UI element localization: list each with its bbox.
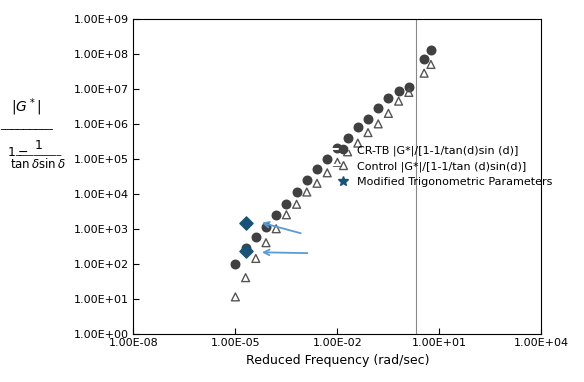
Point <box>241 248 251 254</box>
Text: ─────────: ───────── <box>0 125 53 135</box>
Control |G*|/[1-1/tan (d)sin(d)] <box>241 275 251 281</box>
Control |G*|/[1-1/tan (d)sin(d)] <box>374 121 383 127</box>
CR-TB |G*|/[1-1/tan(d)sin (d)] <box>281 201 291 207</box>
Control |G*|/[1-1/tan (d)sin(d)] <box>363 129 373 136</box>
Control |G*|/[1-1/tan (d)sin(d)] <box>343 149 352 155</box>
CR-TB |G*|/[1-1/tan(d)sin (d)] <box>363 116 373 122</box>
Control |G*|/[1-1/tan (d)sin(d)] <box>292 201 301 207</box>
CR-TB |G*|/[1-1/tan(d)sin (d)] <box>384 95 393 101</box>
CR-TB |G*|/[1-1/tan(d)sin (d)] <box>251 235 260 241</box>
Point <box>241 220 251 227</box>
CR-TB |G*|/[1-1/tan(d)sin (d)] <box>374 105 383 111</box>
Control |G*|/[1-1/tan (d)sin(d)] <box>231 294 240 300</box>
Control |G*|/[1-1/tan (d)sin(d)] <box>261 240 270 246</box>
CR-TB |G*|/[1-1/tan(d)sin (d)] <box>302 177 311 183</box>
Control |G*|/[1-1/tan (d)sin(d)] <box>384 110 393 117</box>
CR-TB |G*|/[1-1/tan(d)sin (d)] <box>343 135 352 141</box>
CR-TB |G*|/[1-1/tan(d)sin (d)] <box>261 224 270 230</box>
Text: $1$: $1$ <box>34 139 42 152</box>
Control |G*|/[1-1/tan (d)sin(d)] <box>322 170 332 176</box>
Control |G*|/[1-1/tan (d)sin(d)] <box>312 180 322 186</box>
Control |G*|/[1-1/tan (d)sin(d)] <box>419 70 429 76</box>
CR-TB |G*|/[1-1/tan(d)sin (d)] <box>394 87 404 94</box>
CR-TB |G*|/[1-1/tan(d)sin (d)] <box>419 56 429 62</box>
Control |G*|/[1-1/tan (d)sin(d)] <box>302 189 311 195</box>
CR-TB |G*|/[1-1/tan(d)sin (d)] <box>231 261 240 267</box>
Control |G*|/[1-1/tan (d)sin(d)] <box>404 89 413 96</box>
CR-TB |G*|/[1-1/tan(d)sin (d)] <box>241 245 251 251</box>
CR-TB |G*|/[1-1/tan(d)sin (d)] <box>312 166 322 172</box>
Control |G*|/[1-1/tan (d)sin(d)] <box>281 212 291 218</box>
Control |G*|/[1-1/tan (d)sin(d)] <box>251 256 260 262</box>
CR-TB |G*|/[1-1/tan(d)sin (d)] <box>333 145 342 151</box>
CR-TB |G*|/[1-1/tan(d)sin (d)] <box>292 189 301 195</box>
Text: ──────────: ────────── <box>15 150 61 159</box>
CR-TB |G*|/[1-1/tan(d)sin (d)] <box>404 84 413 90</box>
Control |G*|/[1-1/tan (d)sin(d)] <box>333 159 342 165</box>
Text: $|G^*|$: $|G^*|$ <box>11 96 41 118</box>
Legend: CR-TB |G*|/[1-1/tan(d)sin (d)], Control |G*|/[1-1/tan (d)sin(d)], Modified Trigo: CR-TB |G*|/[1-1/tan(d)sin (d)], Control … <box>331 144 554 188</box>
Text: $1 -$: $1 -$ <box>7 146 28 159</box>
CR-TB |G*|/[1-1/tan(d)sin (d)] <box>353 124 363 130</box>
CR-TB |G*|/[1-1/tan(d)sin (d)] <box>322 156 332 162</box>
X-axis label: Reduced Frequency (rad/sec): Reduced Frequency (rad/sec) <box>246 354 429 367</box>
Control |G*|/[1-1/tan (d)sin(d)] <box>426 62 436 68</box>
Control |G*|/[1-1/tan (d)sin(d)] <box>272 226 281 232</box>
CR-TB |G*|/[1-1/tan(d)sin (d)] <box>272 212 281 218</box>
CR-TB |G*|/[1-1/tan(d)sin (d)] <box>426 47 436 53</box>
Control |G*|/[1-1/tan (d)sin(d)] <box>353 140 363 146</box>
Text: $\tan\delta\sin\delta$: $\tan\delta\sin\delta$ <box>10 157 66 171</box>
Control |G*|/[1-1/tan (d)sin(d)] <box>394 98 404 104</box>
